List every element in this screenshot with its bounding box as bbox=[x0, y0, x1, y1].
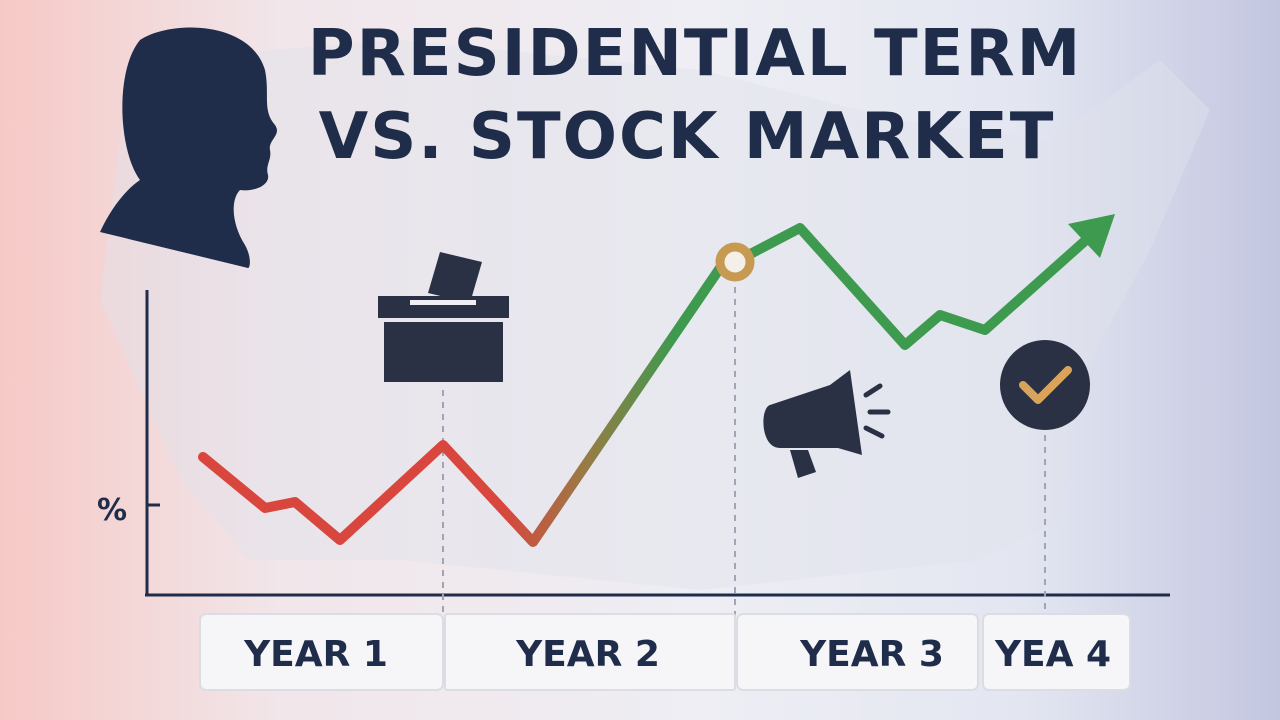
title-line-1: PRESIDENTIAL TERM bbox=[308, 17, 1083, 91]
megaphone-icon bbox=[763, 370, 891, 478]
year-label: YEAR 1 bbox=[243, 634, 388, 675]
arrow-head bbox=[1068, 214, 1115, 258]
marker bbox=[715, 242, 755, 282]
year-boxes bbox=[199, 613, 1131, 691]
president-silhouette bbox=[100, 27, 277, 268]
year-label: YEA 4 bbox=[994, 634, 1111, 675]
year-label: YEAR 2 bbox=[515, 634, 660, 675]
title-line-2: VS. STOCK MARKET bbox=[319, 100, 1056, 174]
map-backdrop bbox=[100, 40, 1210, 590]
guide-lines bbox=[442, 275, 1046, 690]
y-axis-label: % bbox=[97, 493, 127, 528]
check-icon bbox=[1000, 340, 1090, 430]
ballot-box-icon bbox=[378, 252, 509, 382]
year-label: YEAR 3 bbox=[799, 634, 944, 675]
